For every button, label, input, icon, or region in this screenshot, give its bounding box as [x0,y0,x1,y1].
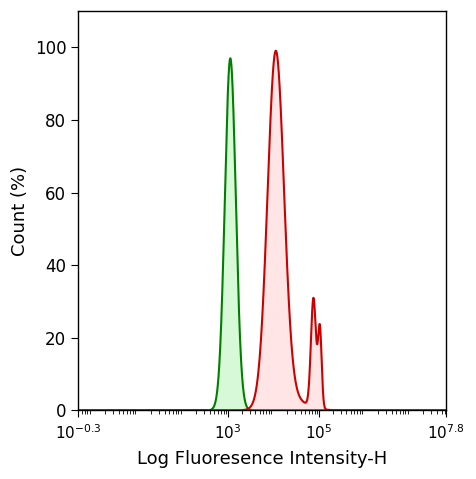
Y-axis label: Count (%): Count (%) [11,166,29,256]
X-axis label: Log Fluoresence Intensity-H: Log Fluoresence Intensity-H [137,450,387,468]
